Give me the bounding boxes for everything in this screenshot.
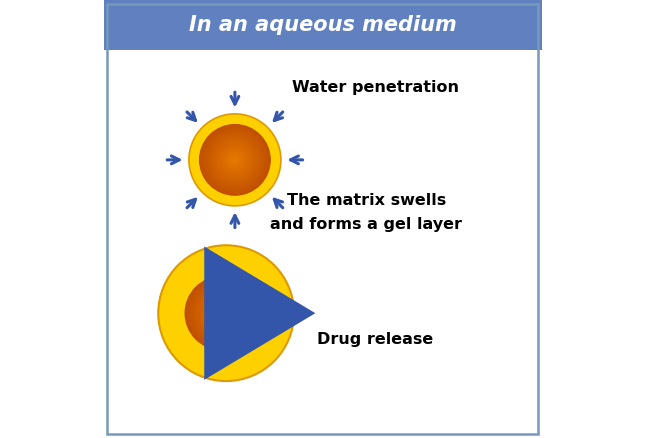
Circle shape	[213, 305, 230, 321]
Circle shape	[217, 142, 253, 178]
Circle shape	[192, 283, 252, 343]
FancyArrowPatch shape	[291, 156, 303, 164]
Circle shape	[210, 302, 233, 325]
Circle shape	[200, 125, 270, 195]
Circle shape	[199, 124, 271, 196]
FancyArrowPatch shape	[231, 92, 239, 104]
Circle shape	[212, 304, 231, 322]
Circle shape	[205, 297, 239, 330]
FancyArrowPatch shape	[231, 215, 239, 228]
Circle shape	[223, 148, 246, 172]
Circle shape	[228, 154, 241, 166]
Circle shape	[206, 297, 237, 329]
Circle shape	[215, 140, 255, 180]
Circle shape	[203, 294, 241, 332]
Circle shape	[218, 309, 226, 317]
Circle shape	[210, 301, 234, 325]
Text: and forms a gel layer: and forms a gel layer	[270, 217, 462, 232]
Circle shape	[189, 281, 254, 346]
FancyArrowPatch shape	[274, 199, 283, 208]
Circle shape	[205, 130, 264, 190]
Circle shape	[209, 300, 235, 326]
Circle shape	[210, 135, 260, 185]
Text: In an aqueous medium: In an aqueous medium	[188, 15, 457, 35]
Circle shape	[219, 144, 251, 176]
Circle shape	[228, 153, 242, 167]
Circle shape	[199, 291, 244, 336]
Circle shape	[221, 145, 250, 174]
Circle shape	[197, 289, 246, 337]
Circle shape	[230, 155, 239, 164]
Circle shape	[213, 138, 257, 181]
Circle shape	[214, 139, 255, 180]
Circle shape	[208, 133, 262, 187]
Circle shape	[218, 143, 252, 177]
Circle shape	[208, 299, 236, 327]
Circle shape	[212, 137, 258, 183]
Circle shape	[209, 134, 261, 186]
Circle shape	[217, 308, 226, 318]
Circle shape	[203, 128, 266, 191]
Circle shape	[185, 277, 258, 350]
Circle shape	[195, 287, 248, 339]
Circle shape	[187, 279, 256, 348]
Circle shape	[232, 156, 239, 163]
Circle shape	[201, 292, 243, 335]
FancyArrowPatch shape	[167, 156, 179, 164]
Circle shape	[207, 132, 263, 188]
Circle shape	[204, 129, 266, 191]
FancyArrowPatch shape	[187, 112, 195, 120]
Circle shape	[195, 286, 249, 340]
Circle shape	[186, 278, 257, 349]
Circle shape	[202, 293, 241, 333]
Circle shape	[223, 147, 248, 173]
Circle shape	[202, 127, 268, 193]
Text: Drug release: Drug release	[317, 332, 433, 347]
Circle shape	[184, 276, 259, 350]
Circle shape	[234, 159, 236, 161]
Circle shape	[211, 136, 259, 184]
Circle shape	[204, 296, 239, 331]
Circle shape	[188, 279, 255, 347]
Circle shape	[215, 307, 228, 320]
Circle shape	[212, 138, 257, 182]
Circle shape	[190, 282, 253, 345]
Circle shape	[189, 114, 281, 206]
FancyArrowPatch shape	[204, 247, 315, 380]
Circle shape	[207, 298, 237, 328]
Circle shape	[194, 285, 250, 341]
Circle shape	[191, 283, 252, 344]
Circle shape	[158, 245, 294, 381]
Circle shape	[221, 146, 248, 173]
Text: Water penetration: Water penetration	[292, 80, 459, 95]
Circle shape	[225, 150, 245, 170]
Circle shape	[226, 151, 244, 169]
Circle shape	[219, 145, 250, 175]
FancyArrowPatch shape	[274, 112, 283, 120]
Circle shape	[230, 155, 241, 165]
Circle shape	[212, 303, 232, 323]
Text: The matrix swells: The matrix swells	[286, 193, 446, 208]
Circle shape	[227, 152, 243, 168]
Circle shape	[221, 312, 223, 314]
Circle shape	[216, 307, 228, 319]
FancyBboxPatch shape	[103, 0, 542, 50]
Circle shape	[197, 288, 247, 338]
Circle shape	[220, 311, 224, 315]
Circle shape	[201, 293, 243, 334]
FancyArrowPatch shape	[187, 199, 195, 208]
Circle shape	[219, 311, 224, 316]
Circle shape	[224, 149, 246, 171]
Circle shape	[193, 284, 251, 342]
Circle shape	[214, 306, 229, 321]
Circle shape	[233, 158, 237, 162]
Circle shape	[216, 141, 253, 179]
Circle shape	[199, 290, 245, 336]
Circle shape	[201, 126, 269, 194]
Circle shape	[206, 131, 264, 189]
Circle shape	[203, 127, 267, 192]
Circle shape	[232, 157, 237, 162]
